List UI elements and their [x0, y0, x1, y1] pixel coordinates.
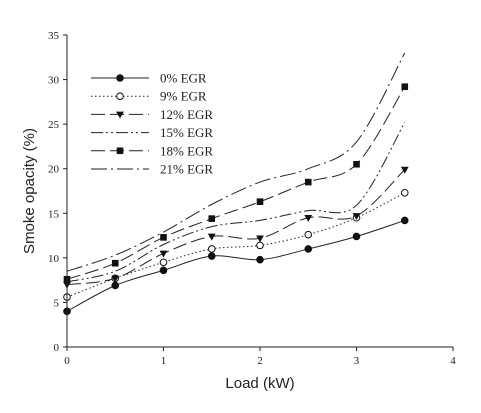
data-point: [400, 216, 409, 225]
data-point: [401, 83, 409, 91]
y-tick-label: 0: [54, 342, 60, 354]
series-line: [66, 219, 405, 312]
legend-label: 18% EGR: [160, 143, 213, 158]
x-axis-title: Load (kW): [225, 375, 294, 392]
data-point: [256, 241, 264, 250]
series-3: [66, 122, 406, 283]
x-tick-label: 4: [450, 355, 456, 367]
x-tick-label: 2: [257, 355, 263, 367]
legend-label: 15% EGR: [160, 125, 213, 140]
data-point: [256, 235, 264, 243]
data-point: [207, 245, 216, 253]
axes: 0 5 10 15 20 25 30 35 0 1 2 3 4: [48, 30, 456, 367]
legend-marker: [116, 111, 124, 119]
data-point: [256, 255, 264, 264]
y-tick-label: 10: [48, 253, 60, 265]
y-tick-label: 15: [48, 208, 60, 220]
legend-label: 0% EGR: [160, 71, 207, 86]
y-tick-label: 25: [48, 119, 60, 131]
data-point: [304, 230, 313, 239]
legend-item: 21% EGR: [91, 162, 213, 177]
series-0: [63, 216, 409, 316]
legend-item: 0% EGR: [91, 71, 207, 86]
data-point: [207, 233, 216, 241]
data-point: [256, 198, 264, 205]
data-point: [159, 266, 168, 275]
data-point: [159, 250, 168, 258]
legend-label: 12% EGR: [160, 107, 213, 122]
data-point: [208, 215, 216, 222]
data-point: [111, 275, 120, 283]
series-4: [63, 83, 409, 283]
data-point: [352, 213, 361, 221]
series-line: [66, 52, 406, 272]
data-point: [352, 232, 361, 241]
data-point: [111, 281, 120, 290]
x-tick-label: 3: [354, 355, 360, 367]
series-line: [66, 192, 405, 298]
y-tick-label: 35: [48, 30, 60, 42]
data-point: [400, 188, 409, 197]
series-line: [66, 122, 406, 283]
data-point: [304, 178, 312, 186]
data-point: [304, 245, 313, 253]
data-point: [353, 160, 360, 168]
data-point: [111, 259, 119, 267]
series-5: [66, 52, 406, 272]
legend-marker: [116, 147, 124, 155]
legend-item: 12% EGR: [91, 107, 213, 122]
data-point: [304, 214, 313, 222]
y-tick-label: 5: [54, 297, 60, 309]
legend-item: 15% EGR: [91, 125, 213, 140]
legend-label: 9% EGR: [160, 89, 207, 104]
plot-area: [63, 52, 409, 316]
series-line: [66, 86, 406, 280]
series-2: [63, 166, 409, 289]
series-line: [66, 169, 406, 286]
y-tick-label: 30: [48, 75, 60, 87]
x-tick-label: 0: [64, 355, 70, 367]
data-point: [207, 252, 216, 260]
legend-marker: [116, 92, 124, 100]
legend-marker: [116, 74, 124, 82]
data-point: [400, 166, 409, 174]
legend-item: 18% EGR: [91, 143, 213, 158]
data-point: [160, 234, 167, 241]
legend-label: 21% EGR: [160, 162, 213, 177]
y-axis-title: Smoke opacity (%): [21, 128, 38, 254]
y-tick-label: 20: [48, 164, 60, 176]
legend-item: 9% EGR: [91, 89, 207, 104]
data-point: [159, 258, 168, 267]
legend: 0% EGR 9% EGR 12% EGR 15% EGR 18% EGR 21% EGR: [91, 71, 213, 177]
x-tick-label: 1: [161, 355, 167, 367]
